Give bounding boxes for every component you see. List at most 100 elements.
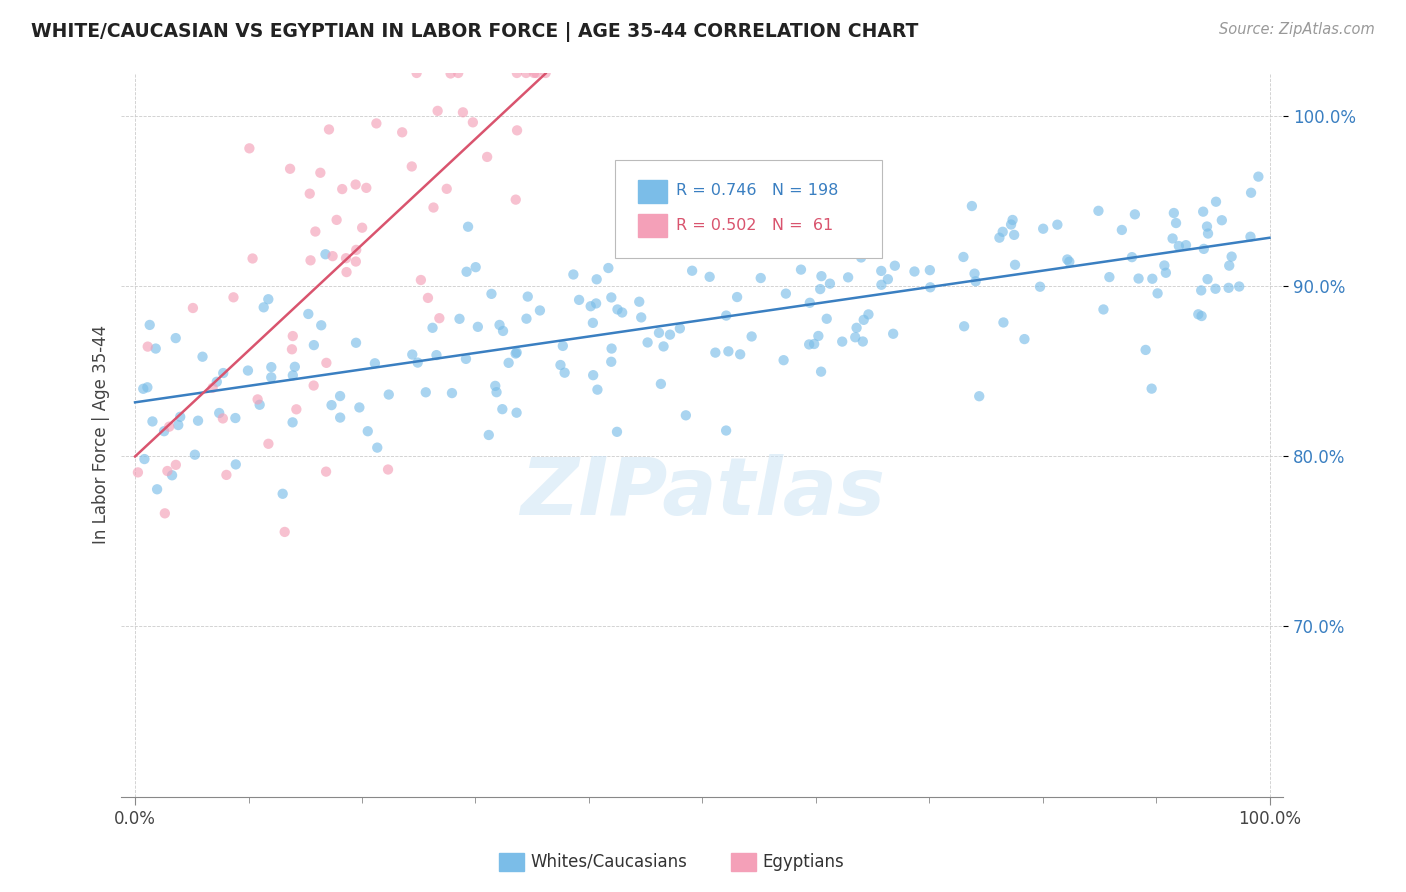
- Point: [1092, 302, 1115, 317]
- Point: [238, 141, 260, 155]
- Point: [314, 247, 336, 261]
- Point: [1135, 343, 1157, 357]
- Point: [181, 301, 204, 315]
- Point: [157, 419, 180, 434]
- Point: [160, 468, 183, 483]
- Point: [309, 318, 332, 333]
- Point: [141, 414, 163, 428]
- Point: [683, 237, 706, 252]
- Point: [839, 225, 862, 239]
- Point: [242, 252, 264, 266]
- Point: [478, 428, 501, 442]
- Point: [169, 409, 191, 424]
- Point: [318, 122, 340, 136]
- Point: [600, 355, 623, 369]
- Point: [273, 524, 295, 539]
- Point: [344, 178, 367, 192]
- Point: [344, 335, 367, 350]
- Point: [852, 313, 875, 327]
- Point: [321, 398, 343, 412]
- Point: [211, 411, 233, 425]
- Point: [1142, 272, 1164, 286]
- Point: [993, 316, 1015, 330]
- Point: [436, 182, 458, 196]
- Point: [728, 347, 751, 361]
- Point: [134, 452, 156, 467]
- Point: [1189, 284, 1212, 298]
- Point: [534, 66, 557, 80]
- Bar: [638, 180, 668, 203]
- Point: [963, 267, 986, 281]
- Point: [711, 225, 734, 239]
- Point: [1004, 258, 1026, 272]
- Point: [550, 358, 572, 372]
- Point: [714, 424, 737, 438]
- Point: [212, 366, 235, 380]
- Point: [366, 441, 388, 455]
- Point: [165, 458, 187, 472]
- Text: Egyptians: Egyptians: [762, 853, 844, 871]
- Point: [824, 226, 846, 240]
- Point: [648, 326, 671, 340]
- Point: [516, 289, 538, 303]
- Point: [352, 220, 374, 235]
- Point: [991, 225, 1014, 239]
- Point: [302, 378, 325, 392]
- Point: [467, 319, 489, 334]
- Point: [1227, 279, 1250, 293]
- Point: [298, 186, 321, 201]
- Point: [136, 380, 159, 394]
- Point: [717, 344, 740, 359]
- Point: [278, 161, 301, 176]
- Point: [464, 260, 486, 275]
- Point: [652, 339, 675, 353]
- Point: [579, 299, 602, 313]
- Point: [422, 201, 444, 215]
- Point: [1197, 272, 1219, 286]
- Point: [322, 249, 344, 263]
- Point: [225, 458, 247, 472]
- Point: [138, 318, 160, 332]
- Point: [515, 311, 537, 326]
- Point: [492, 324, 515, 338]
- Point: [1032, 221, 1054, 235]
- Point: [167, 418, 190, 433]
- Point: [988, 230, 1011, 244]
- Point: [825, 233, 848, 247]
- Point: [366, 116, 388, 130]
- Point: [808, 282, 831, 296]
- Point: [281, 368, 304, 383]
- Point: [725, 290, 748, 304]
- Point: [344, 243, 367, 257]
- Point: [1163, 206, 1185, 220]
- Point: [309, 166, 332, 180]
- Point: [965, 274, 987, 288]
- Point: [1111, 223, 1133, 237]
- Point: [401, 347, 423, 361]
- Point: [335, 251, 357, 265]
- Point: [524, 66, 547, 80]
- Point: [132, 382, 155, 396]
- Point: [1218, 259, 1240, 273]
- Point: [831, 334, 853, 349]
- Point: [606, 302, 628, 317]
- Point: [425, 348, 447, 362]
- Point: [284, 359, 307, 374]
- Point: [454, 351, 477, 366]
- Point: [191, 350, 214, 364]
- Point: [409, 273, 432, 287]
- Point: [606, 425, 628, 439]
- Point: [797, 337, 820, 351]
- Point: [741, 329, 763, 343]
- Point: [184, 448, 207, 462]
- Point: [675, 409, 697, 423]
- Point: [523, 66, 546, 80]
- Point: [1164, 216, 1187, 230]
- Point: [1195, 219, 1218, 234]
- Point: [600, 342, 623, 356]
- Point: [772, 353, 794, 368]
- Point: [127, 466, 149, 480]
- Point: [953, 319, 976, 334]
- Point: [598, 260, 620, 275]
- Point: [920, 280, 942, 294]
